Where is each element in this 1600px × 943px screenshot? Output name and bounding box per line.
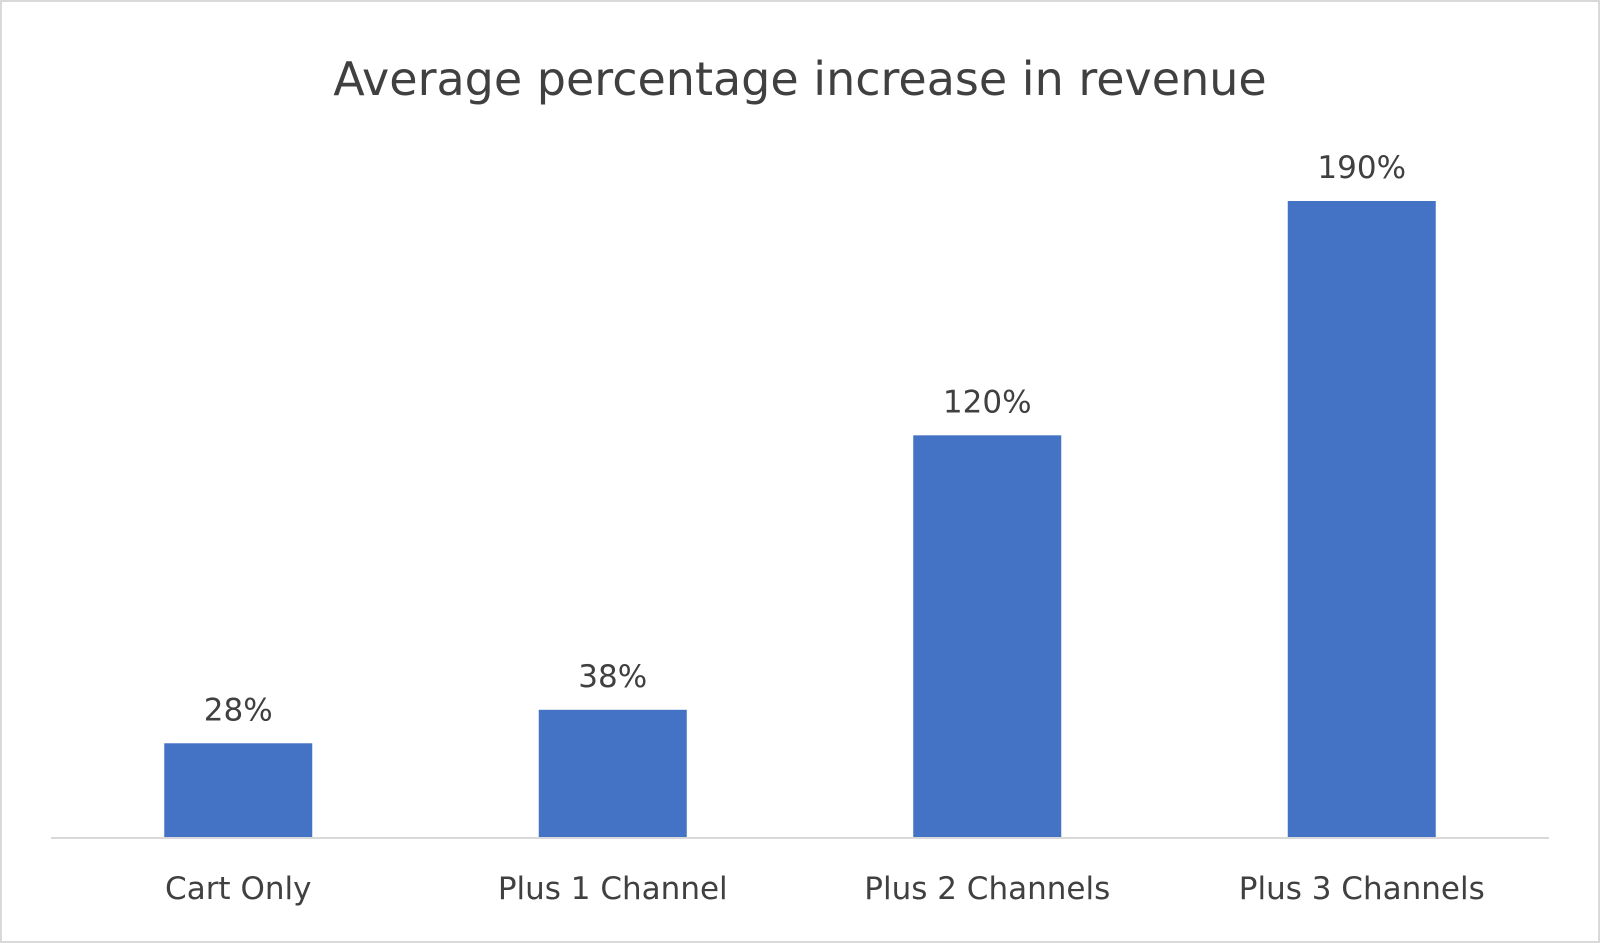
bar-1 (538, 709, 687, 837)
x-tick-label-0: Cart Only (165, 871, 311, 907)
x-tick-label-3: Plus 3 Channels (1239, 871, 1485, 907)
data-label-1: 38% (578, 659, 647, 695)
data-label-0: 28% (204, 692, 273, 728)
data-label-2: 120% (943, 384, 1032, 420)
x-tick-label-1: Plus 1 Channel (498, 871, 728, 907)
x-tick-label-2: Plus 2 Channels (864, 871, 1110, 907)
bar-3 (1287, 201, 1436, 837)
bar-0 (164, 743, 313, 837)
chart-title: Average percentage increase in revenue (333, 52, 1266, 106)
data-label-3: 190% (1317, 150, 1406, 186)
bar-2 (913, 435, 1062, 837)
